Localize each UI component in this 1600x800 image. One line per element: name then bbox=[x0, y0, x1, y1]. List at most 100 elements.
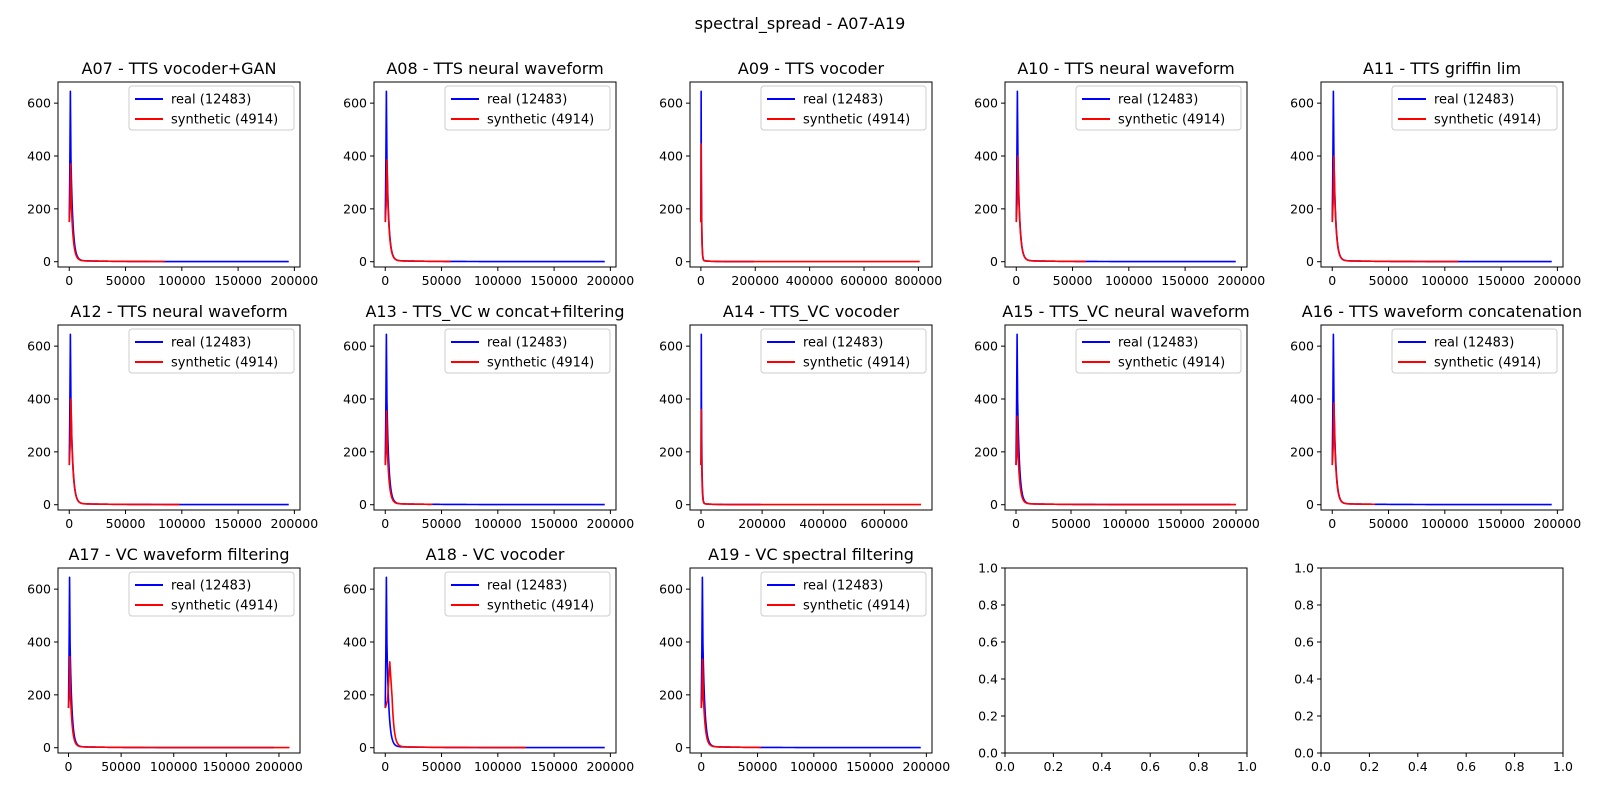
y-tick-label: 600 bbox=[659, 339, 683, 354]
legend-box bbox=[444, 85, 611, 131]
x-tick-label: 50000 bbox=[422, 516, 462, 531]
x-tick-label: 0 bbox=[381, 759, 389, 774]
legend-entry: real (12483) bbox=[171, 93, 251, 108]
legend-entry: real (12483) bbox=[171, 579, 251, 594]
x-tick-label: 150000 bbox=[530, 273, 578, 288]
subplot-8: A14 - TTS_VC vocoder 0 200000 400000 600000 0… bbox=[659, 302, 933, 531]
x-tick-label: 50000 bbox=[1053, 273, 1093, 288]
x-tick-label: 100000 bbox=[150, 759, 198, 774]
legend-box bbox=[128, 85, 295, 131]
legend-box bbox=[1075, 85, 1242, 131]
y-tick-label: 0 bbox=[43, 497, 51, 512]
x-tick-label: 50000 bbox=[1369, 273, 1409, 288]
y-tick-label: 400 bbox=[659, 149, 683, 164]
y-tick-label: 200 bbox=[1290, 201, 1314, 216]
x-tick-label: 1.0 bbox=[1553, 759, 1573, 774]
y-tick-label: 0 bbox=[675, 254, 683, 269]
series-line bbox=[384, 410, 433, 506]
legend: real (12483) synthetic (4914) bbox=[128, 328, 295, 374]
x-tick-label: 200000 bbox=[1212, 516, 1260, 531]
y-tick-label: 200 bbox=[27, 444, 51, 459]
legend-box bbox=[128, 328, 295, 374]
subplot-title: A07 - TTS vocoder+GAN bbox=[82, 59, 277, 78]
x-tick-label: 50000 bbox=[422, 273, 462, 288]
y-tick-label: 600 bbox=[343, 582, 367, 597]
legend: real (12483) synthetic (4914) bbox=[444, 328, 611, 374]
x-tick-label: 200000 bbox=[903, 759, 951, 774]
x-tick-label: 0 bbox=[697, 759, 705, 774]
x-tick-label: 800000 bbox=[895, 273, 943, 288]
y-tick-label: 0 bbox=[43, 254, 51, 269]
x-tick-label: 100000 bbox=[1421, 516, 1469, 531]
y-tick-label: 0 bbox=[359, 497, 367, 512]
legend-entry: synthetic (4914) bbox=[171, 599, 278, 614]
y-tick-label: 400 bbox=[1290, 392, 1314, 407]
y-tick-label: 0 bbox=[990, 254, 998, 269]
series-line bbox=[68, 163, 165, 263]
x-tick-label: 0.6 bbox=[1140, 759, 1160, 774]
subplot-10: A16 - TTS waveform concatenation 0 50000 10… bbox=[1290, 302, 1582, 531]
x-tick-label: 0.0 bbox=[1311, 759, 1331, 774]
legend-entry: real (12483) bbox=[1118, 93, 1198, 108]
legend-entry: real (12483) bbox=[1434, 93, 1514, 108]
x-tick-label: 400000 bbox=[799, 516, 847, 531]
subplot-1: A07 - TTS vocoder+GAN 0 50000 100000 150000 2… bbox=[27, 59, 318, 288]
x-tick-label: 0 bbox=[65, 516, 73, 531]
x-tick-label: 200000 bbox=[271, 516, 319, 531]
y-tick-label: 0 bbox=[990, 497, 998, 512]
y-tick-label: 400 bbox=[27, 392, 51, 407]
x-tick-label: 50000 bbox=[1051, 516, 1091, 531]
y-tick-label: 0 bbox=[675, 497, 683, 512]
y-tick-label: 600 bbox=[974, 96, 998, 111]
y-tick-label: 600 bbox=[343, 96, 367, 111]
plot-area bbox=[1331, 333, 1552, 506]
subplot-6: A12 - TTS neural waveform 0 50000 100000 150… bbox=[27, 302, 318, 531]
y-tick-label: 0.6 bbox=[978, 635, 998, 650]
x-tick-label: 100000 bbox=[158, 273, 206, 288]
axes-frame bbox=[1320, 567, 1564, 754]
y-tick-label: 1.0 bbox=[1294, 561, 1314, 576]
legend: real (12483) synthetic (4914) bbox=[1075, 85, 1242, 131]
legend: real (12483) synthetic (4914) bbox=[444, 85, 611, 131]
y-tick-label: 0.0 bbox=[978, 746, 998, 761]
x-tick-label: 150000 bbox=[214, 273, 262, 288]
y-tick-label: 400 bbox=[27, 635, 51, 650]
legend-box bbox=[760, 85, 927, 131]
subplot-13: A19 - VC spectral filtering 0 50000 100000 1… bbox=[659, 545, 950, 774]
legend-box bbox=[128, 571, 295, 617]
y-tick-label: 600 bbox=[1290, 96, 1314, 111]
y-tick-label: 0.4 bbox=[1294, 672, 1314, 687]
y-tick-label: 200 bbox=[27, 687, 51, 702]
y-tick-label: 0.8 bbox=[978, 598, 998, 613]
y-tick-label: 200 bbox=[659, 444, 683, 459]
legend: real (12483) synthetic (4914) bbox=[444, 571, 611, 617]
x-tick-label: 50000 bbox=[1369, 516, 1409, 531]
subplot-title: A11 - TTS griffin lim bbox=[1363, 59, 1521, 78]
legend-box bbox=[1075, 328, 1242, 374]
axes-frame bbox=[689, 81, 933, 268]
legend-entry: real (12483) bbox=[487, 336, 567, 351]
subplot-12: A18 - VC vocoder 0 50000 100000 150000 200000… bbox=[343, 545, 634, 774]
y-tick-label: 0.8 bbox=[1294, 598, 1314, 613]
x-tick-label: 0 bbox=[381, 273, 389, 288]
y-tick-label: 400 bbox=[974, 149, 998, 164]
subplot-title: A10 - TTS neural waveform bbox=[1017, 59, 1234, 78]
subplot-title: A16 - TTS waveform concatenation bbox=[1302, 302, 1582, 321]
legend-entry: real (12483) bbox=[487, 93, 567, 108]
x-tick-label: 0 bbox=[697, 516, 705, 531]
axes-frame bbox=[1320, 81, 1564, 268]
x-tick-label: 100000 bbox=[474, 759, 522, 774]
x-tick-label: 0.2 bbox=[1043, 759, 1063, 774]
plot-area bbox=[700, 333, 921, 506]
subplot-9: A15 - TTS_VC neural waveform 0 50000 100000… bbox=[974, 302, 1260, 531]
legend-entry: synthetic (4914) bbox=[803, 356, 910, 371]
legend-box bbox=[444, 571, 611, 617]
axes-frame bbox=[689, 324, 933, 511]
subplot-5: A11 - TTS griffin lim 0 50000 100000 150000 2… bbox=[1290, 59, 1581, 288]
legend: real (12483) synthetic (4914) bbox=[1391, 328, 1558, 374]
x-tick-label: 200000 bbox=[587, 516, 635, 531]
y-tick-label: 0 bbox=[43, 740, 51, 755]
y-tick-label: 0.4 bbox=[978, 672, 998, 687]
y-tick-label: 600 bbox=[27, 339, 51, 354]
subplot-title: A19 - VC spectral filtering bbox=[708, 545, 914, 564]
